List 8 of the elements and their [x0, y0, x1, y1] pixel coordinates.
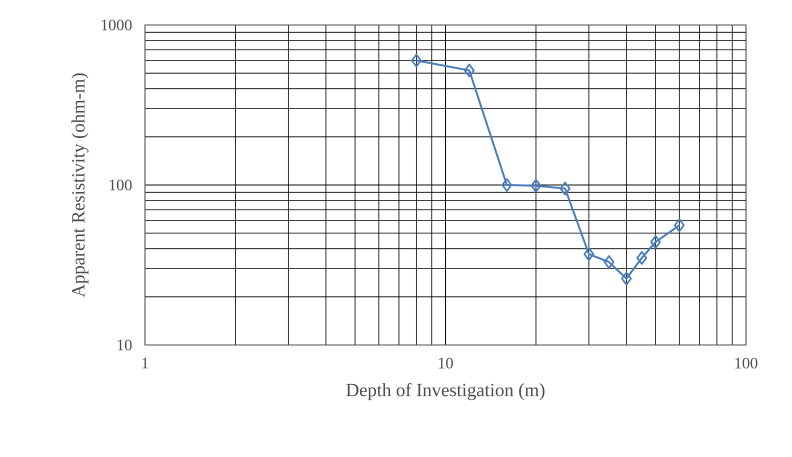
x-tick-label: 1 — [142, 358, 148, 368]
y-tick-label: 1000 — [102, 20, 132, 30]
y-axis-title: Apparent Resistivity (ohm-m) — [71, 73, 88, 298]
y-tick-label: 10 — [118, 340, 132, 350]
x-tick-label: 10 — [438, 358, 453, 368]
y-tick-label: 100 — [110, 180, 132, 190]
x-axis-title: Depth of Investigation (m) — [346, 382, 544, 400]
x-tick-label: 100 — [735, 358, 758, 368]
